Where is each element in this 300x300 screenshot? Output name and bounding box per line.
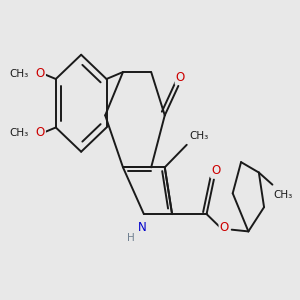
Text: O: O: [176, 71, 185, 84]
Text: CH₃: CH₃: [190, 131, 209, 141]
Text: CH₃: CH₃: [274, 190, 293, 200]
Text: CH₃: CH₃: [9, 69, 28, 79]
Text: O: O: [35, 67, 45, 80]
Text: O: O: [35, 126, 45, 139]
Text: H: H: [128, 233, 135, 243]
Text: O: O: [212, 164, 220, 177]
Text: O: O: [220, 221, 229, 234]
Text: CH₃: CH₃: [9, 128, 28, 138]
Text: N: N: [137, 221, 146, 234]
